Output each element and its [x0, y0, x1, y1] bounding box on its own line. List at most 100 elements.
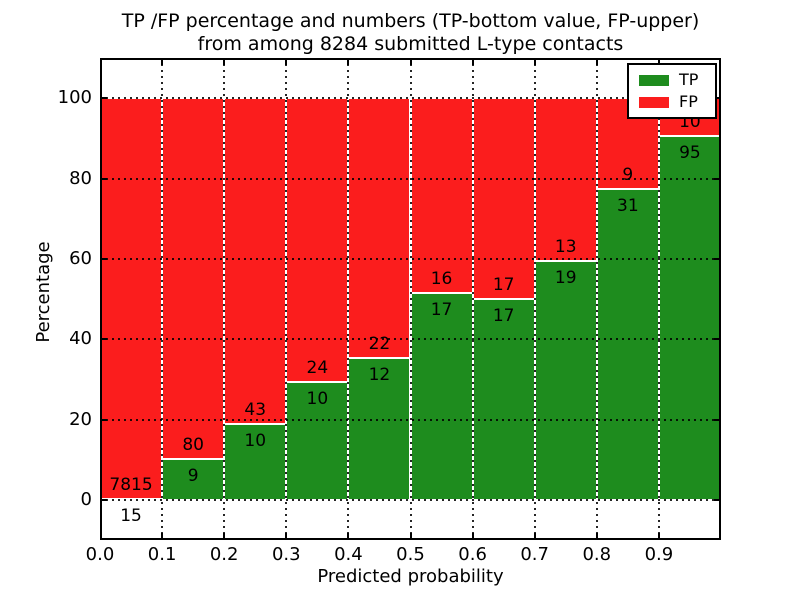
bar-fp-segment — [162, 98, 225, 460]
bar-fp-segment — [534, 98, 597, 262]
bar-fp-segment — [410, 98, 473, 293]
x-axis-tick — [223, 533, 226, 540]
y-axis-tick — [714, 257, 721, 260]
tp-count-label: 15 — [120, 506, 142, 527]
x-axis-tick — [657, 533, 660, 540]
x-tick-label: 0.9 — [644, 544, 674, 565]
chart-title: TP /FP percentage and numbers (TP-bottom… — [110, 10, 711, 56]
bar-tp-segment — [534, 261, 597, 500]
y-axis-tick — [714, 177, 721, 180]
x-tick-label: 0.2 — [209, 544, 239, 565]
y-axis-tick — [714, 498, 721, 501]
x-tick-label: 0.0 — [85, 544, 115, 565]
fp-count-label: 7815 — [109, 475, 153, 496]
legend-label-fp: FP — [679, 92, 698, 111]
y-axis-tick — [714, 418, 721, 421]
gridline-vertical — [347, 58, 350, 540]
tp-count-label: 10 — [306, 388, 329, 409]
gridline-vertical — [285, 58, 288, 540]
x-tick-label: 0.6 — [458, 544, 487, 565]
bar-fp-segment — [100, 98, 163, 500]
chart-title-line2: from among 8284 submitted L-type contact… — [197, 33, 624, 55]
legend-entry-tp: TP — [639, 72, 707, 88]
x-tick-label: 0.4 — [334, 544, 363, 565]
bar-fp-segment — [224, 98, 287, 425]
bar-tp-segment — [596, 188, 659, 500]
y-axis-tick — [100, 257, 107, 260]
tp-count-label: 9 — [187, 466, 199, 487]
x-axis-tick — [161, 533, 164, 540]
gridline-vertical — [409, 58, 412, 540]
x-axis-tick — [409, 533, 412, 540]
x-axis-tick — [223, 58, 226, 65]
fp-count-label: 24 — [306, 357, 329, 378]
x-tick-label: 0.7 — [520, 544, 549, 565]
legend: TP FP — [627, 63, 717, 119]
y-axis-tick — [100, 177, 107, 180]
chart-title-line1: TP /FP percentage and numbers (TP-bottom… — [121, 10, 700, 32]
tp-count-label: 12 — [368, 365, 391, 386]
bar-fp-segment — [472, 98, 535, 299]
y-tick-label: 100 — [57, 87, 92, 109]
tp-count-label: 95 — [679, 143, 701, 164]
y-axis-label: Percentage — [33, 241, 54, 343]
y-axis-tick — [714, 338, 721, 341]
x-tick-label: 0.3 — [271, 544, 301, 565]
y-axis-tick — [100, 338, 107, 341]
x-axis-tick — [595, 533, 598, 540]
x-axis-tick — [657, 58, 660, 65]
x-axis-tick — [471, 533, 474, 540]
bar-tp-segment — [472, 299, 535, 500]
x-axis-tick — [471, 58, 474, 65]
plot-layer: 7815 15 80 9 43 10 24 10 22 12 16 17 17 17 13 19 9 31 10 95 — [100, 58, 721, 540]
legend-entry-fp: FP — [639, 94, 707, 110]
legend-label-tp: TP — [679, 70, 699, 89]
x-axis-tick — [347, 533, 350, 540]
gridline-vertical — [223, 58, 226, 540]
y-axis-tick — [100, 97, 107, 100]
fp-count-label: 16 — [430, 268, 453, 289]
gridline-vertical — [471, 58, 474, 540]
x-axis-tick — [533, 533, 536, 540]
gridline-vertical — [161, 58, 164, 540]
x-axis-tick — [409, 58, 412, 65]
y-tick-label: 40 — [69, 328, 92, 350]
tp-legend-swatch — [639, 74, 669, 86]
gridline-vertical — [657, 58, 660, 540]
fp-count-label: 9 — [622, 164, 634, 185]
x-axis-tick — [285, 533, 288, 540]
y-tick-label: 80 — [69, 167, 92, 189]
x-axis-tick — [161, 58, 164, 65]
y-axis-tick — [100, 498, 107, 501]
y-axis-tick — [714, 97, 721, 100]
x-axis-tick — [347, 58, 350, 65]
gridline-vertical — [533, 58, 536, 540]
y-axis-tick — [100, 418, 107, 421]
x-tick-label: 0.1 — [147, 544, 177, 565]
tp-count-label: 31 — [617, 195, 639, 216]
fp-count-label: 17 — [492, 275, 515, 295]
x-axis-label: Predicted probability — [317, 566, 504, 587]
fp-legend-swatch — [639, 96, 669, 108]
fp-count-label: 43 — [244, 400, 267, 421]
x-axis-tick — [533, 58, 536, 65]
fp-count-label: 13 — [554, 237, 577, 258]
x-tick-label: 0.5 — [396, 544, 425, 565]
y-tick-label: 20 — [69, 408, 92, 430]
y-tick-label: 60 — [69, 247, 92, 269]
y-tick-label: 0 — [80, 488, 92, 510]
bar-tp-segment — [658, 136, 721, 500]
x-tick-label: 0.8 — [582, 544, 612, 565]
fp-count-label: 80 — [182, 435, 204, 456]
x-axis-tick — [595, 58, 598, 65]
tp-count-label: 19 — [554, 268, 577, 289]
bar-tp-segment — [410, 292, 473, 500]
tp-count-label: 17 — [430, 299, 453, 320]
tp-count-label: 10 — [244, 431, 267, 452]
fp-count-label: 22 — [368, 334, 391, 355]
gridline-vertical — [595, 58, 598, 540]
tp-count-label: 17 — [492, 306, 515, 326]
bar-fp-segment — [348, 98, 411, 359]
plot-area: 7815 15 80 9 43 10 24 10 22 12 16 17 17 17 13 19 9 31 10 95… — [100, 58, 721, 540]
